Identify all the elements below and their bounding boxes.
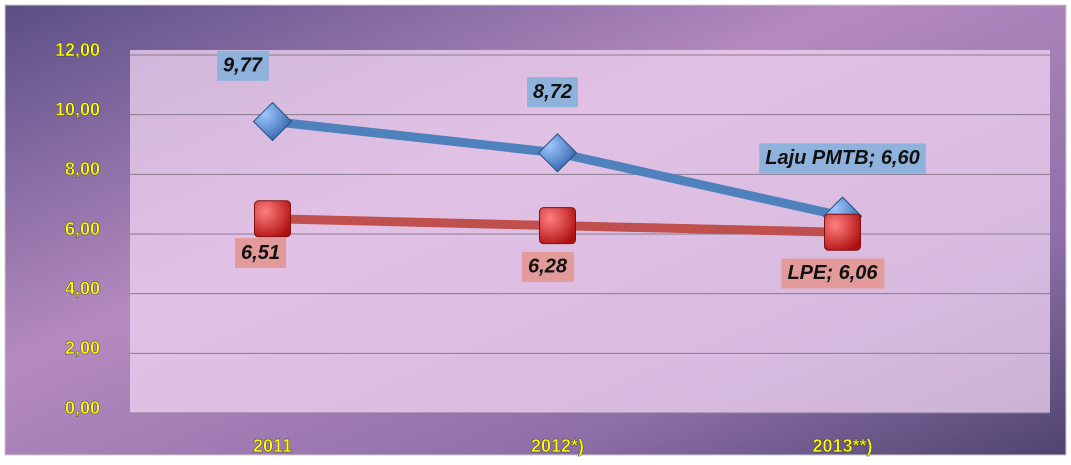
label-separator: ;	[826, 262, 838, 284]
value-label: 6,28	[528, 256, 568, 278]
data-label: 8,72	[533, 81, 572, 103]
marker	[255, 201, 291, 237]
marker	[825, 214, 861, 250]
data-label: 6,51	[241, 242, 280, 264]
x-tick-label: 2013**)	[812, 436, 872, 456]
data-label: LPE; 6,06	[787, 262, 878, 284]
series-name: LPE	[787, 262, 827, 284]
x-tick-label: 2012*)	[531, 436, 584, 456]
marker	[540, 208, 576, 244]
data-label: Laju PMTB; 6,60	[765, 147, 920, 169]
value-label: 6,60	[881, 147, 920, 169]
y-tick-label: 12,00	[55, 40, 100, 60]
y-tick-label: 2,00	[65, 338, 100, 358]
label-separator: ;	[869, 147, 881, 169]
y-tick-label: 4,00	[65, 278, 100, 298]
data-label: 9,77	[223, 55, 263, 77]
x-tick-label: 2011	[253, 436, 292, 456]
value-label: 6,51	[241, 242, 280, 264]
value-label: 9,77	[223, 55, 263, 77]
data-label: 6,28	[528, 256, 568, 278]
y-tick-label: 8,00	[65, 159, 100, 179]
series-name: Laju PMTB	[765, 147, 868, 169]
chart: 0,00 2,00 4,00 6,00 8,00 10,00 12,00 2011 2012*)…	[0, 0, 1071, 460]
y-tick-label: 10,00	[55, 99, 100, 119]
y-tick-label: 0,00	[65, 398, 100, 418]
y-tick-label: 6,00	[65, 219, 100, 239]
value-label: 8,72	[533, 81, 572, 103]
value-label: 6,06	[839, 262, 879, 284]
